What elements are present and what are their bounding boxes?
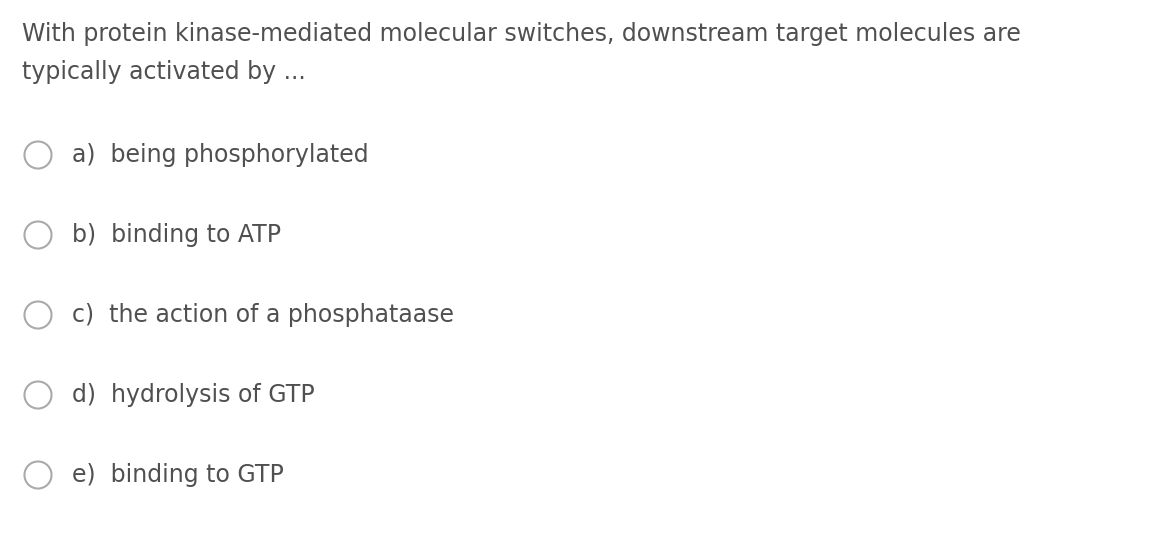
Text: b)  binding to ATP: b) binding to ATP xyxy=(72,223,281,247)
Text: c)  the action of a phosphataase: c) the action of a phosphataase xyxy=(72,303,454,327)
Point xyxy=(29,471,47,480)
Text: typically activated by ...: typically activated by ... xyxy=(22,60,306,84)
Point xyxy=(29,231,47,240)
Point xyxy=(29,311,47,320)
Text: With protein kinase-mediated molecular switches, downstream target molecules are: With protein kinase-mediated molecular s… xyxy=(22,22,1021,46)
Point xyxy=(29,151,47,160)
Text: a)  being phosphorylated: a) being phosphorylated xyxy=(72,143,368,167)
Point xyxy=(29,391,47,400)
Text: e)  binding to GTP: e) binding to GTP xyxy=(72,463,284,487)
Text: d)  hydrolysis of GTP: d) hydrolysis of GTP xyxy=(72,383,315,407)
